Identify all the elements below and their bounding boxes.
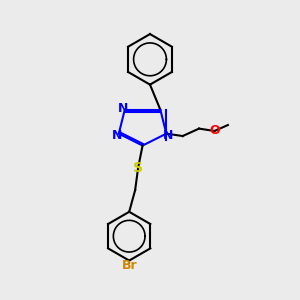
Text: S: S: [133, 161, 143, 175]
Text: O: O: [209, 124, 220, 137]
Text: N: N: [118, 102, 128, 115]
Text: N: N: [112, 129, 122, 142]
Text: Br: Br: [122, 260, 137, 272]
Text: N: N: [163, 129, 173, 142]
